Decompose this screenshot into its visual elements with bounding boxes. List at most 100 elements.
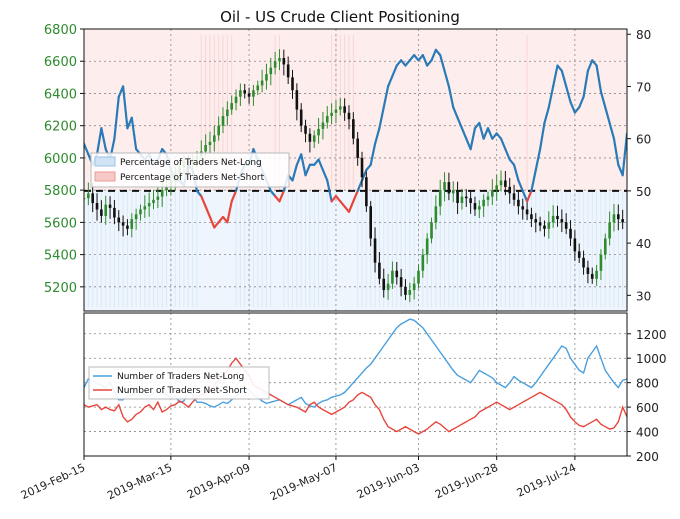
pct-net-long-segment <box>226 200 233 224</box>
pct-net-long-segment <box>356 179 364 192</box>
pct-net-long-segment <box>573 106 581 114</box>
x-tick-label: 2019-Feb-15 <box>19 461 87 502</box>
pct-net-long-segment <box>360 168 368 182</box>
pct-net-long-segment <box>352 189 359 203</box>
pct-net-long-segment <box>317 158 325 172</box>
pct-net-long-segment <box>334 195 342 203</box>
candle-body <box>243 90 247 94</box>
candle-body <box>252 90 255 97</box>
candle-body <box>464 196 468 199</box>
pct-net-long-segment <box>534 148 542 172</box>
candle-body <box>291 77 294 91</box>
candle-body <box>360 157 364 178</box>
candle-body <box>404 286 407 295</box>
pct-net-long-segment <box>452 106 459 119</box>
legend-swatch-net-short <box>94 171 116 182</box>
price-tick-label: 6200 <box>44 120 77 135</box>
pct-net-long-segment <box>84 142 90 156</box>
pct-net-long-segment <box>369 142 377 166</box>
candle-body <box>621 219 624 223</box>
pct-net-long-segment <box>113 95 120 140</box>
count-net-short-line <box>84 357 627 435</box>
candle-body <box>239 90 242 97</box>
candle-body <box>87 193 90 199</box>
candle-body <box>573 238 577 252</box>
x-tick-label: 2019-May-07 <box>268 461 339 503</box>
candle-body <box>343 106 346 113</box>
pct-net-long-segment <box>517 179 524 192</box>
candle-body <box>499 180 503 186</box>
candle-body <box>395 270 399 278</box>
pct-net-long-segment <box>565 85 572 104</box>
candle-body <box>603 238 607 255</box>
candle-body <box>147 203 151 207</box>
legend-top: Percentage of Traders Net-Long Percentag… <box>90 152 290 188</box>
candle-body <box>399 277 403 287</box>
pct-net-long-segment <box>321 168 329 182</box>
candle-body <box>308 133 312 142</box>
pct-net-long-segment <box>326 179 333 203</box>
pct-net-long-segment <box>460 127 468 140</box>
pct-net-long-segment <box>395 59 403 67</box>
candle-body <box>612 214 616 223</box>
pct-net-long-segment <box>213 221 220 229</box>
candle-body <box>156 196 160 200</box>
pct-tick-label: 50 <box>636 185 651 199</box>
pct-net-long-segment <box>269 189 277 198</box>
pct-net-long-segment <box>612 137 620 166</box>
candle-body <box>382 278 386 291</box>
pct-net-long-segment <box>330 195 338 203</box>
pct-net-long-segment <box>604 106 611 125</box>
candle-body <box>165 186 168 191</box>
pct-net-long-segment <box>121 85 129 130</box>
candle-body <box>451 190 455 194</box>
pct-net-long-segment <box>560 69 568 88</box>
pct-net-long-segment <box>386 74 394 88</box>
candle-body <box>338 106 342 110</box>
candle-body <box>373 238 377 263</box>
candle-body <box>412 283 416 291</box>
price-tick-label: 5200 <box>44 281 77 296</box>
candle-body <box>278 58 281 62</box>
candle-body <box>160 190 164 197</box>
pct-net-long-segment <box>499 137 507 151</box>
pct-net-long-segment <box>439 54 446 72</box>
price-tick-label: 5600 <box>44 216 77 231</box>
candle-body <box>217 125 220 136</box>
candle-body <box>299 109 303 126</box>
candle-body <box>504 180 507 187</box>
pct-net-long-segment <box>421 54 429 67</box>
x-tick-label: 2019-Jun-28 <box>433 461 500 501</box>
pct-net-long-segment <box>547 85 555 109</box>
candle-body <box>482 199 485 207</box>
candle-body <box>577 251 581 258</box>
pct-net-long-segment <box>365 163 372 172</box>
candle-body <box>547 222 551 229</box>
candle-body <box>430 222 433 239</box>
pct-net-long-segment <box>430 48 437 62</box>
pct-net-long-segment <box>621 132 627 177</box>
candle-body <box>108 204 112 208</box>
candle-body <box>247 93 251 97</box>
candle-body <box>143 206 147 210</box>
pct-net-long-segment <box>291 163 298 182</box>
pct-net-long-segment <box>400 59 407 67</box>
candle-body <box>230 103 233 110</box>
pct-net-long-segment <box>413 54 420 62</box>
legend-bottom: Number of Traders Net-Long Number of Tra… <box>88 366 270 400</box>
x-tick-label: 2019-Jun-03 <box>355 461 422 501</box>
candle-body <box>386 283 390 291</box>
candle-body <box>117 217 121 223</box>
pct-net-long-segment <box>217 215 225 224</box>
price-tick-label: 5800 <box>44 184 77 199</box>
candle-body <box>434 206 438 223</box>
legend-label-count-long: Number of Traders Net-Long <box>117 372 244 382</box>
pct-net-long-segment <box>447 85 455 109</box>
candle-body <box>469 198 472 204</box>
candle-body <box>521 206 525 210</box>
candle-body <box>134 214 138 220</box>
candle-body <box>421 254 425 271</box>
pct-net-long-segment <box>552 64 559 88</box>
candle-body <box>447 182 451 194</box>
